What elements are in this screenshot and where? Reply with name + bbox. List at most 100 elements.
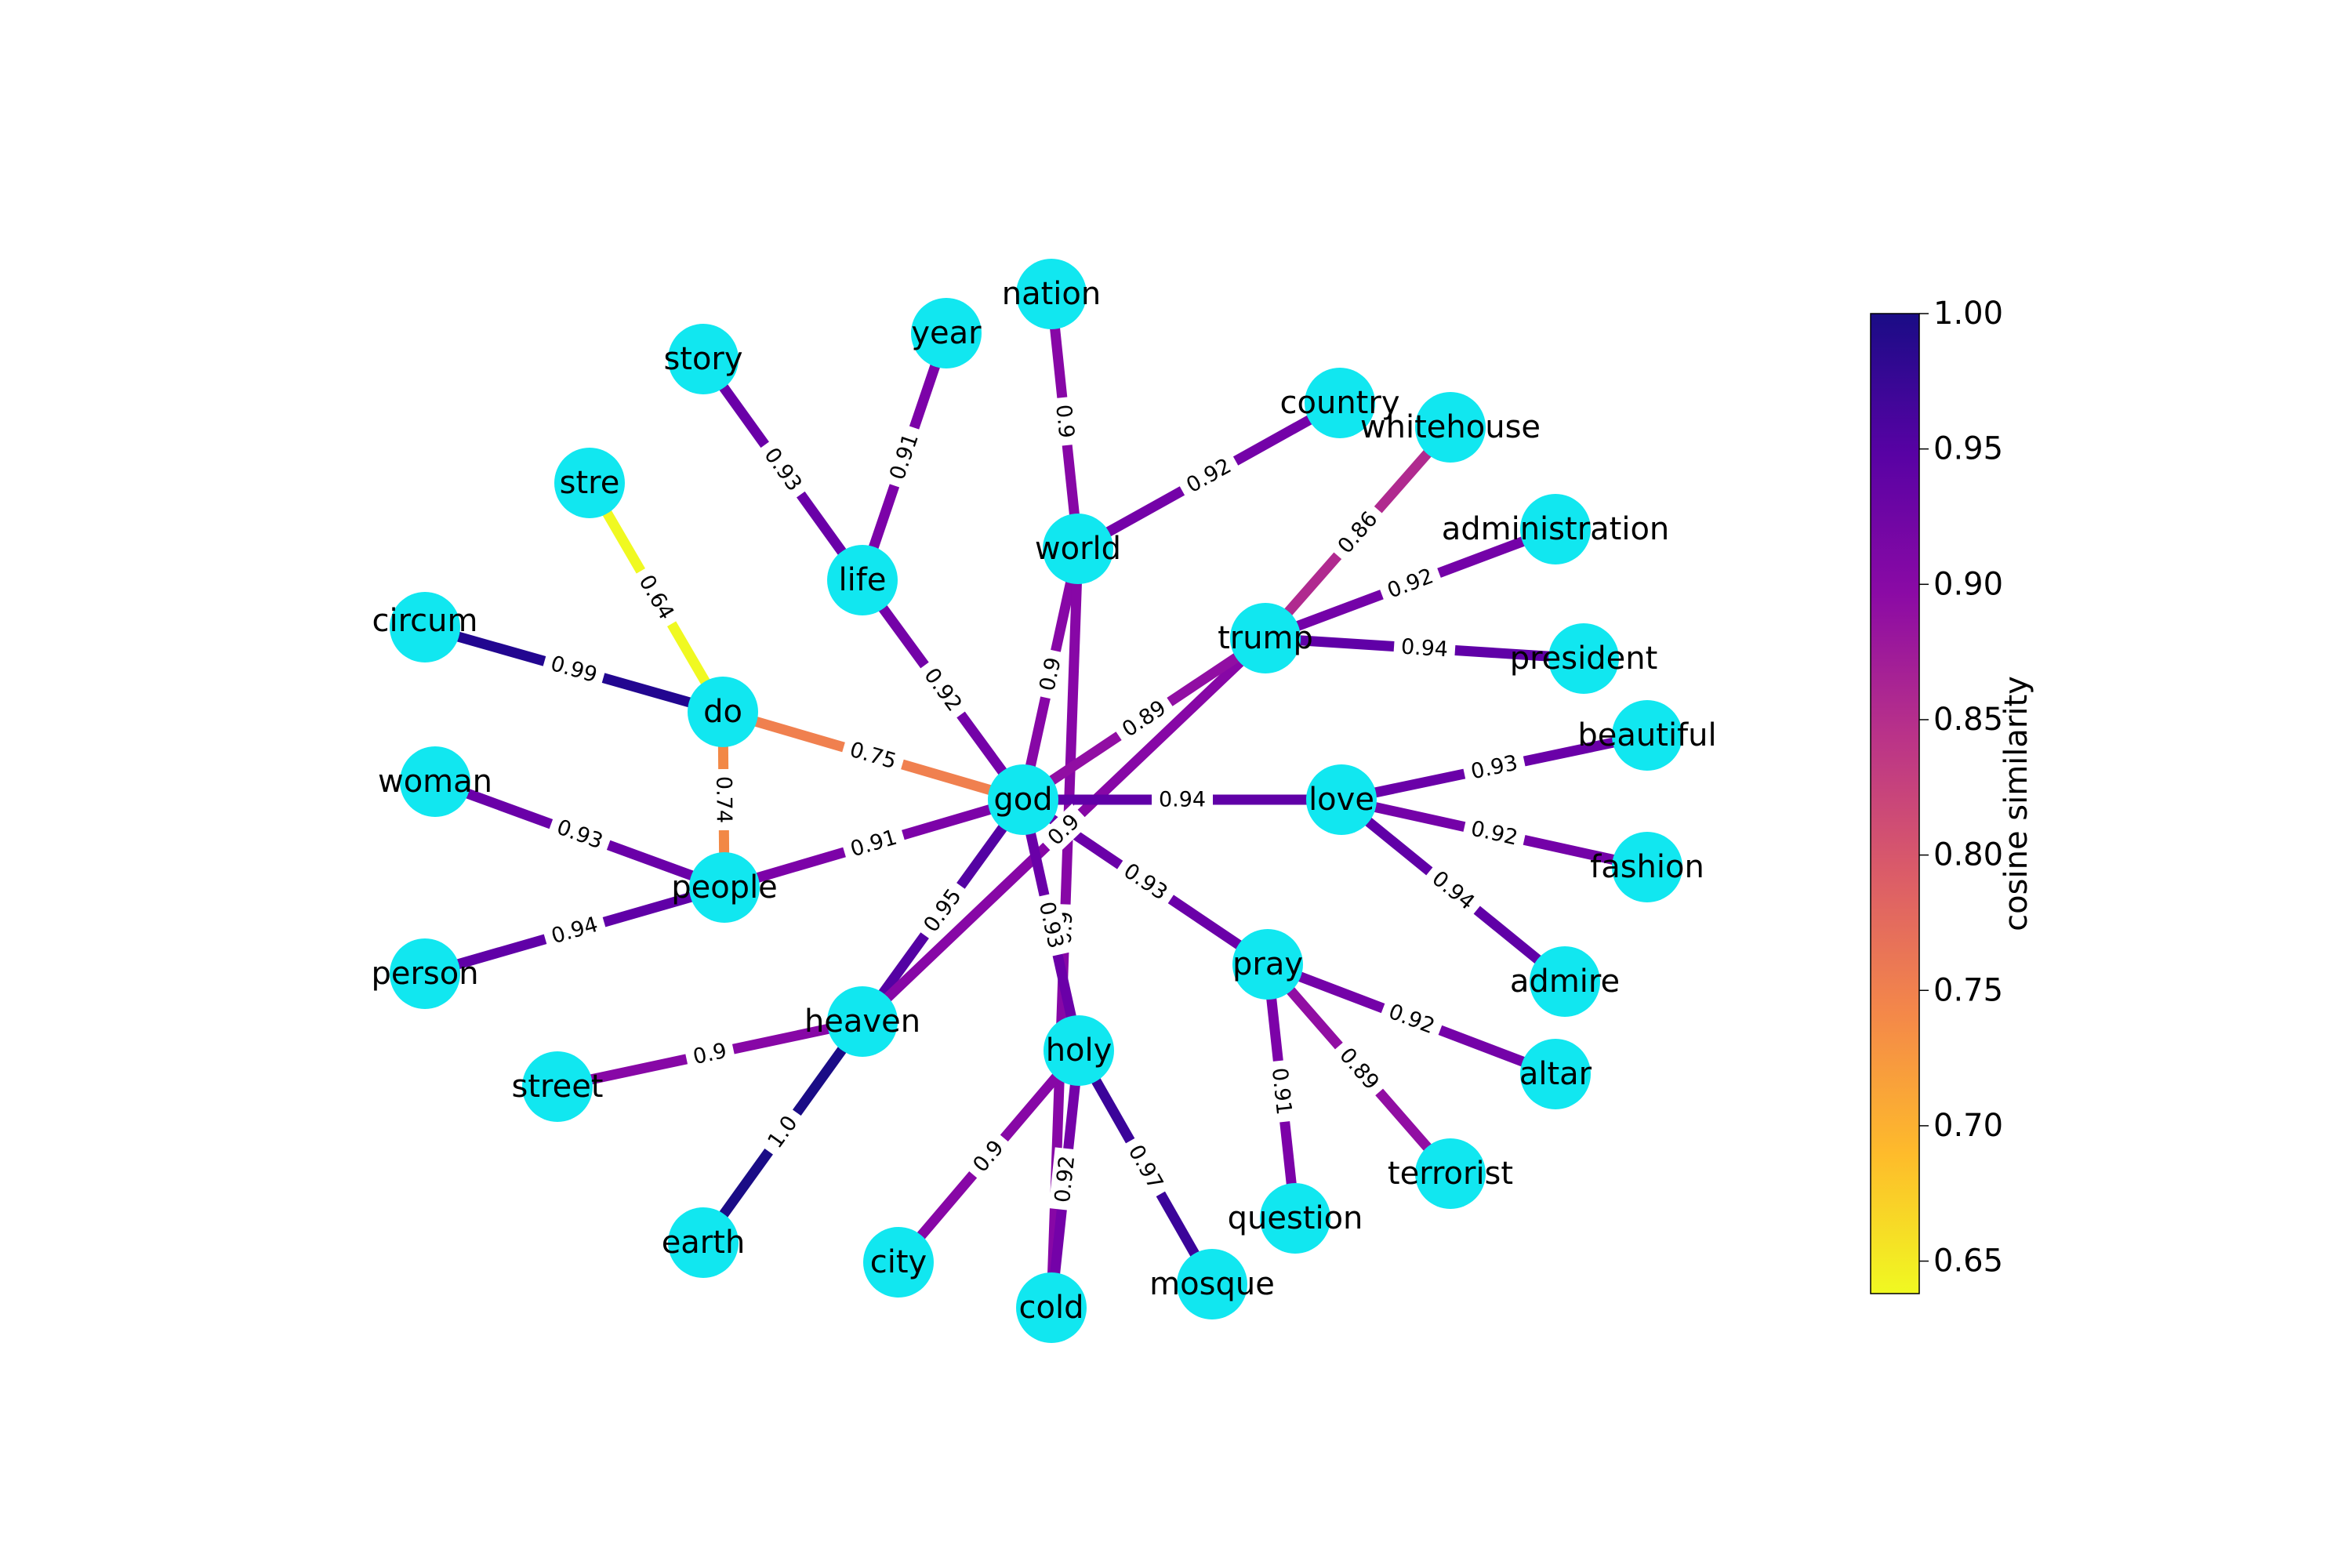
edge-label-background: [913, 657, 972, 723]
edge-label-world-nation: 0.9: [1051, 404, 1078, 440]
edge-label-group-people-woman: 0.93: [546, 811, 613, 858]
colorbar-ticks: 1.00 0.95 0.90 0.85 0.80 0.75 0.70 0.65: [1919, 296, 2003, 1279]
edge-label-love-fashion: 0.92: [1468, 816, 1519, 850]
edge-label-group-world-country: 0.92: [1175, 449, 1243, 503]
edge-label-pray-question: 0.91: [1267, 1066, 1296, 1116]
edge-label-background: [1378, 996, 1445, 1043]
edge-label-group-do-circum: 0.99: [540, 648, 608, 691]
edge-label-do-people: 0.74: [711, 776, 736, 823]
node-label-whitehouse: whitehouse: [1360, 409, 1541, 445]
edge-label-background: [1048, 1147, 1082, 1211]
edge-label-background: [540, 648, 608, 691]
node-label-question: question: [1228, 1200, 1363, 1236]
edge-label-background: [1329, 1036, 1389, 1102]
edge-label-background: [1265, 1059, 1298, 1123]
edge-label-background: [546, 811, 613, 858]
colorbar-tick-label: 0.95: [1933, 431, 2003, 467]
node-label-god: god: [993, 782, 1052, 818]
edge-label-background: [541, 909, 608, 953]
edge-label-background: [1392, 633, 1457, 664]
colorbar-tick-label: 0.90: [1933, 566, 2003, 602]
node-label-life: life: [839, 562, 887, 598]
edge-label-group-do-stre: 0.64: [629, 564, 684, 631]
node-label-woman: woman: [378, 764, 492, 800]
edge-label-background: [1175, 449, 1243, 503]
edge-label-background: [1421, 861, 1486, 920]
node-label-trump: trump: [1218, 620, 1313, 656]
node-label-country: country: [1280, 385, 1400, 421]
node-nation: [1016, 259, 1087, 329]
edge-label-group-life-story: 0.93: [753, 437, 812, 503]
edge-label-group-god-heaven: 0.95: [913, 877, 972, 944]
node-woman: [400, 746, 470, 817]
node-pray: [1232, 929, 1303, 1000]
node-city: [863, 1227, 934, 1298]
node-label-stre: stre: [560, 465, 620, 501]
node-circum: [390, 592, 460, 662]
edge-label-background: [757, 1105, 808, 1160]
node-street: [522, 1051, 593, 1122]
edge-label-group-holy-mosque: 0.97: [1118, 1134, 1173, 1201]
node-story: [668, 324, 739, 394]
edge-label-background: [684, 1036, 736, 1073]
node-label-earth: earth: [662, 1225, 746, 1261]
node-altar: [1520, 1039, 1591, 1109]
node-label-people: people: [671, 869, 778, 906]
edge-label-background: [1031, 892, 1071, 958]
node-label-pray: pray: [1232, 946, 1303, 982]
node-trump: [1230, 603, 1301, 673]
node-label-circum: circum: [372, 603, 478, 639]
node-do: [688, 677, 758, 747]
node-label-beautiful: beautiful: [1577, 717, 1716, 753]
nodes-layer: god do stre circum people woman person heaven st…: [371, 259, 1717, 1343]
edge-label-group-people-person: 0.94: [541, 909, 608, 953]
colorbar-title: cosine similarity: [1998, 676, 2034, 931]
node-label-love: love: [1308, 782, 1374, 818]
node-label-fashion: fashion: [1590, 849, 1704, 885]
edge-label-background: [913, 877, 972, 944]
node-president: [1548, 623, 1619, 694]
edge-label-group-pray-altar: 0.92: [1378, 996, 1445, 1043]
node-label-president: president: [1510, 641, 1658, 677]
edge-label-love-beautiful: 0.93: [1468, 751, 1519, 785]
node-cold: [1016, 1272, 1087, 1343]
node-label-mosque: mosque: [1149, 1266, 1275, 1302]
edge-label-background: [629, 564, 684, 631]
edge-label-group-god-do: 0.75: [840, 734, 906, 778]
edge-label-group-do-people: 0.74: [710, 768, 738, 831]
edge-label-background: [963, 1129, 1014, 1184]
node-life: [827, 545, 898, 615]
edge-label-group-god-life: 0.92: [913, 657, 972, 723]
node-label-city: city: [870, 1244, 927, 1280]
node-label-street: street: [512, 1069, 604, 1105]
edge-label-background: [753, 437, 812, 503]
edge-label-background: [1461, 814, 1527, 853]
edge-label-group-god-pray: 0.93: [1112, 854, 1178, 910]
node-admire: [1530, 946, 1600, 1017]
colorbar-tick-label: 0.85: [1933, 702, 2003, 738]
node-label-administration: administration: [1442, 511, 1670, 547]
edge-label-background: [840, 822, 907, 866]
edge-label-background: [1048, 396, 1081, 447]
edge-label-group-love-fashion: 0.92: [1461, 814, 1527, 853]
colorbar-tick-label: 0.75: [1933, 972, 2003, 1008]
edge-label-background: [1118, 1134, 1173, 1201]
colorbar-tick-label: 0.80: [1933, 837, 2003, 873]
node-stre: [554, 448, 625, 518]
node-administration: [1520, 494, 1591, 564]
node-year: [911, 298, 982, 368]
edge-label-background: [840, 734, 906, 778]
node-label-story: story: [663, 341, 742, 377]
edge-label-trump-president: 0.94: [1400, 635, 1449, 662]
node-holy: [1044, 1015, 1114, 1086]
node-fashion: [1612, 832, 1682, 902]
node-terrorist: [1415, 1138, 1486, 1209]
edge-label-group-world-nation: 0.9: [1048, 396, 1081, 447]
edge-label-god-world: 0.9: [1035, 655, 1065, 694]
edge-label-group-pray-question: 0.91: [1265, 1059, 1298, 1123]
node-label-world: world: [1035, 531, 1121, 567]
node-whitehouse: [1415, 392, 1486, 463]
edge-label-background: [1032, 648, 1069, 701]
node-person: [390, 938, 460, 1009]
